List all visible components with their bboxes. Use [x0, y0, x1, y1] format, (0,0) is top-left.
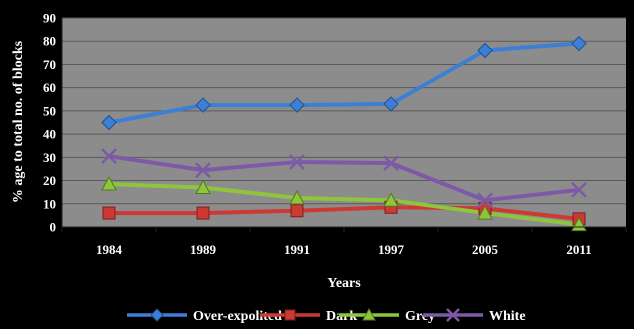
x-marker-stroke — [289, 154, 305, 170]
series-line — [108, 182, 580, 227]
data-point-diamond — [571, 35, 587, 52]
data-point-triangle — [101, 175, 117, 191]
x-marker-stroke — [195, 162, 211, 178]
x-marker-stroke — [446, 308, 460, 322]
data-point-square — [102, 206, 116, 220]
legend-item: White — [423, 308, 526, 324]
data-point-triangle — [383, 192, 399, 207]
x-tick-label: 2011 — [566, 242, 591, 257]
data-point-diamond — [289, 97, 305, 113]
x-marker-stroke — [571, 181, 587, 198]
data-point-x — [477, 192, 493, 209]
data-point-triangle — [477, 205, 493, 220]
y-tick-label: 50 — [43, 103, 56, 118]
data-point-x — [289, 154, 305, 170]
x-tick-label: 1997 — [378, 242, 405, 257]
data-point-x — [101, 148, 117, 165]
y-tick-label: 40 — [43, 127, 56, 142]
y-tick-label: 10 — [43, 196, 56, 211]
data-point-square — [284, 309, 296, 321]
legend-label: Over-expolited — [193, 309, 282, 324]
x-marker-stroke — [101, 148, 117, 165]
y-axis-title: % age to total no. of blocks — [11, 40, 26, 203]
series-line — [108, 41, 580, 125]
x-tick-label: 1989 — [190, 242, 217, 257]
data-point-triangle — [289, 189, 305, 205]
y-tick-label: 20 — [43, 173, 56, 188]
y-tick-label: 80 — [43, 34, 56, 49]
y-tick-label: 60 — [43, 80, 56, 95]
data-point-diamond — [477, 42, 493, 59]
data-point-diamond — [195, 97, 211, 113]
x-axis-title: Years — [327, 276, 361, 291]
legend: Over-expolitedDark Grey White — [127, 307, 526, 324]
plot-area — [62, 18, 626, 227]
x-tick-label: 2005 — [472, 242, 499, 257]
data-point-square — [290, 204, 304, 218]
y-tick-label: 70 — [43, 57, 56, 72]
data-point-x — [195, 162, 211, 178]
data-point-triangle — [362, 307, 376, 321]
series-lines — [108, 41, 580, 227]
y-axis-ticks: 0 10 20 30 40 50 60 70 80 90 — [43, 11, 56, 235]
series-line — [108, 154, 580, 203]
data-point-square — [196, 206, 210, 220]
data-point-diamond — [101, 114, 117, 131]
legend-label: Grey — [405, 309, 435, 324]
legend-item: Grey — [339, 307, 435, 324]
x-tick-label: 1991 — [284, 242, 310, 257]
series-markers — [101, 35, 587, 232]
legend-item: Dark — [260, 309, 357, 324]
x-tick-label: 1984 — [96, 242, 123, 257]
gridlines — [62, 17, 626, 205]
legend-item: Over-expolited — [127, 308, 282, 324]
x-axis-ticks: 1984 1989 1991 1997 2005 2011 — [61, 227, 627, 257]
series-line — [109, 205, 580, 221]
y-tick-label: 90 — [43, 11, 56, 26]
data-point-triangle — [195, 179, 211, 195]
y-tick-label: 30 — [43, 150, 56, 165]
data-point-x — [383, 155, 399, 172]
legend-label: White — [489, 309, 526, 324]
x-marker-stroke — [477, 192, 493, 209]
data-point-diamond — [383, 96, 399, 112]
x-marker-stroke — [383, 155, 399, 172]
y-tick-label: 0 — [50, 220, 57, 235]
data-point-x — [446, 308, 460, 322]
data-point-x — [571, 181, 587, 198]
data-point-diamond — [150, 308, 164, 322]
